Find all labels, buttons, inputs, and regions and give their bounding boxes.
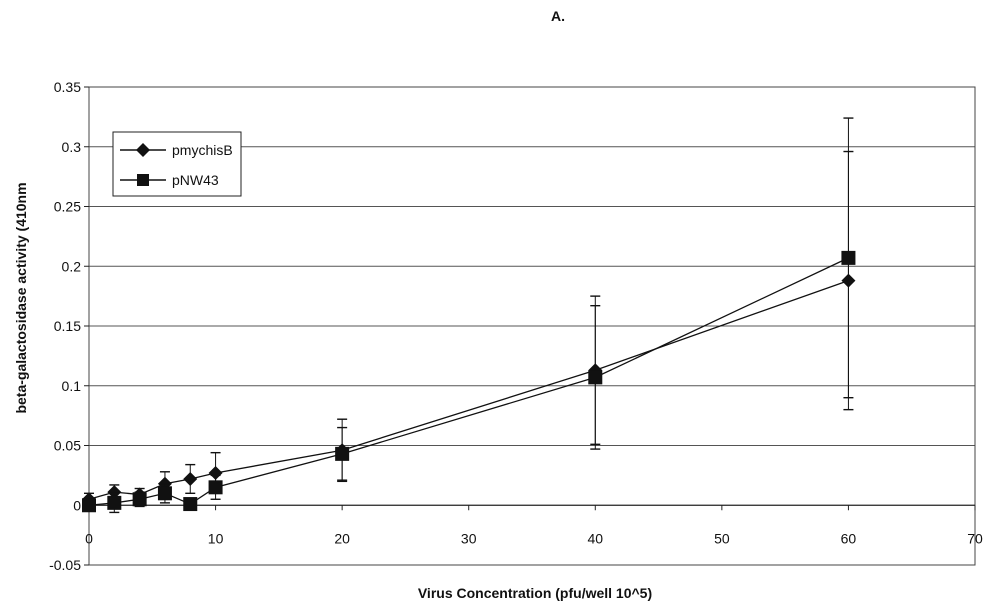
x-tick-label: 70 — [967, 530, 983, 546]
series-line — [88, 257, 849, 506]
legend: pmychisB pNW43 — [112, 131, 242, 197]
point-diamond — [183, 471, 198, 486]
point-square — [183, 497, 198, 512]
legend-box — [112, 131, 242, 197]
point-square — [157, 486, 172, 501]
y-tick-label: 0.2 — [62, 258, 82, 274]
y-tick-label: 0.25 — [54, 199, 81, 215]
x-tick-label: 10 — [208, 530, 224, 546]
legend-item-0: pmychisB — [120, 142, 233, 158]
point-square — [841, 250, 856, 265]
x-tick-label: 20 — [334, 530, 350, 546]
point-diamond — [107, 485, 122, 500]
x-tick-label: 40 — [587, 530, 603, 546]
point-square — [208, 480, 223, 495]
point-square — [132, 492, 147, 507]
x-tick-label: 60 — [841, 530, 857, 546]
point-square — [107, 495, 122, 510]
y-tick-label: 0.05 — [54, 438, 81, 454]
x-tick-label: 50 — [714, 530, 730, 546]
y-tick-label: -0.05 — [49, 557, 81, 573]
x-tick-label: 0 — [85, 530, 93, 546]
y-axis-title: beta-galactosidase activity (410nm — [13, 182, 29, 413]
y-tick-label: 0.3 — [62, 139, 82, 155]
legend-item-1: pNW43 — [120, 172, 219, 188]
series — [82, 117, 856, 514]
series-line — [88, 279, 849, 500]
y-tick-label: 0.35 — [54, 79, 81, 95]
x-tick-label: 30 — [461, 530, 477, 546]
series-1 — [82, 117, 856, 514]
y-tick-label: 0.1 — [62, 378, 82, 394]
legend-label-0: pmychisB — [172, 142, 233, 158]
point-square — [335, 446, 350, 461]
legend-label-1: pNW43 — [172, 172, 219, 188]
point-diamond — [208, 465, 223, 480]
y-tick-label: 0 — [73, 497, 81, 513]
point-square — [82, 498, 96, 513]
point-square — [588, 370, 603, 385]
legend-square-marker — [137, 174, 149, 186]
legend-diamond-marker — [136, 143, 150, 157]
y-tick-label: 0.15 — [54, 318, 81, 334]
panel-label: A. — [551, 8, 565, 24]
x-axis-title: Virus Concentration (pfu/well 10^5) — [418, 585, 652, 601]
series-0 — [82, 150, 856, 507]
